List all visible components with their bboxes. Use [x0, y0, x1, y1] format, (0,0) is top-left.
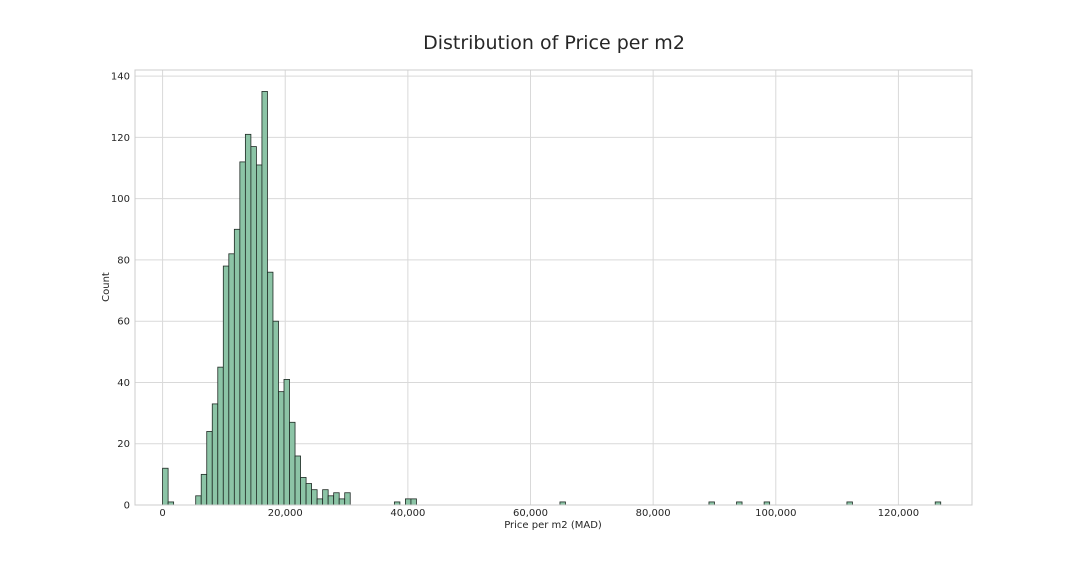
histogram-bar: [294, 455, 301, 506]
histogram-bar: [233, 228, 241, 506]
histogram-bar: [322, 489, 329, 506]
x-tick-label: 20,000: [268, 508, 303, 519]
histogram-bar: [300, 477, 307, 506]
histogram-bar: [206, 431, 213, 506]
x-tick-label: 80,000: [636, 508, 671, 519]
histogram-bar: [244, 133, 252, 506]
x-tick-label: 0: [159, 508, 165, 519]
y-tick-label: 20: [117, 439, 130, 450]
x-tick-labels: 0 20,000 40,000 60,000 80,000 100,000 120,000: [159, 508, 919, 519]
bars-layer: [162, 91, 942, 506]
histogram-bar: [250, 146, 257, 506]
y-tick-label: 80: [117, 255, 130, 266]
histogram-bar: [228, 253, 235, 506]
histogram-bar: [278, 391, 285, 506]
histogram-bar: [272, 320, 279, 506]
histogram-bar: [410, 498, 417, 506]
x-axis-label: Price per m2 (MAD): [504, 520, 602, 531]
y-tick-labels: 0 20 40 60 80 100 120 140: [111, 72, 130, 512]
histogram-bar: [338, 498, 346, 506]
x-tick-label: 120,000: [878, 508, 919, 519]
histogram-bar: [405, 498, 412, 506]
y-tick-label: 40: [117, 378, 130, 389]
y-tick-label: 60: [117, 317, 130, 328]
histogram-bar: [333, 492, 340, 506]
histogram-bar: [289, 421, 296, 506]
histogram-bar: [211, 403, 219, 506]
histogram-bar: [327, 495, 335, 506]
histogram-bar: [261, 91, 268, 506]
y-tick-label: 0: [124, 501, 130, 512]
y-tick-label: 140: [111, 72, 130, 83]
histogram-bar: [239, 161, 246, 506]
histogram-bar: [283, 379, 290, 506]
x-tick-label: 40,000: [390, 508, 425, 519]
y-axis-label: Count: [101, 272, 112, 302]
histogram-bar: [311, 489, 318, 506]
histogram-bar: [195, 495, 202, 506]
y-tick-label: 120: [111, 133, 130, 144]
histogram-bar: [316, 498, 324, 506]
y-tick-label: 100: [111, 194, 130, 205]
x-tick-label: 100,000: [755, 508, 796, 519]
chart-title: Distribution of Price per m2: [423, 32, 685, 54]
histogram-bar: [267, 271, 274, 506]
histogram-bar: [222, 265, 230, 506]
histogram-bar: [256, 164, 263, 506]
histogram-bar: [305, 483, 312, 506]
histogram-bar: [162, 467, 169, 506]
histogram-bar: [200, 473, 208, 506]
plot-area-frame: [134, 69, 973, 506]
histogram-bar: [217, 366, 224, 506]
histogram-bar: [344, 492, 351, 506]
x-tick-label: 60,000: [513, 508, 548, 519]
